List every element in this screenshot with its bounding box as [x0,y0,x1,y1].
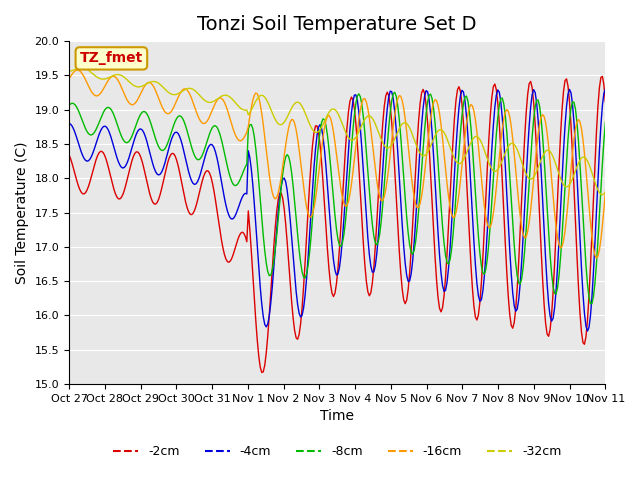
Line: -4cm: -4cm [69,89,605,331]
-2cm [65,152,73,157]
-8cm [391,89,399,95]
-2cm [301,260,309,265]
Line: -8cm: -8cm [69,92,605,304]
-32cm [244,112,252,118]
Line: -16cm: -16cm [69,70,605,258]
-32cm [598,192,606,198]
Text: TZ_fmet: TZ_fmet [80,51,143,65]
-2cm [131,151,139,156]
-2cm [602,99,609,105]
X-axis label: Time: Time [320,409,354,423]
-4cm [584,328,591,334]
-4cm [65,120,73,126]
Title: Tonzi Soil Temperature Set D: Tonzi Soil Temperature Set D [198,15,477,34]
-4cm [300,305,307,311]
-16cm [573,119,581,125]
-16cm [244,124,252,130]
-8cm [131,126,139,132]
-32cm [301,110,309,116]
-8cm [602,120,609,125]
-8cm [300,274,307,280]
-4cm [252,222,260,228]
-16cm [593,255,600,261]
-32cm [227,95,234,100]
-16cm [253,91,261,96]
Line: -2cm: -2cm [69,76,605,372]
-2cm [573,253,581,259]
-8cm [252,145,260,151]
-2cm [598,73,606,79]
Y-axis label: Soil Temperature (C): Soil Temperature (C) [15,141,29,284]
-16cm [227,117,234,123]
Legend: -2cm, -4cm, -8cm, -16cm, -32cm: -2cm, -4cm, -8cm, -16cm, -32cm [108,441,566,464]
-32cm [602,189,609,195]
-32cm [77,65,85,71]
-2cm [243,239,251,245]
-4cm [243,191,251,197]
-2cm [225,259,233,265]
-16cm [74,67,82,73]
-8cm [243,161,251,167]
-32cm [132,84,140,89]
-32cm [65,69,73,74]
-16cm [602,189,609,195]
-4cm [572,144,579,150]
Line: -32cm: -32cm [69,68,605,195]
-32cm [573,164,581,169]
-8cm [65,103,73,108]
-16cm [132,99,140,105]
-32cm [253,96,261,102]
-8cm [573,120,581,126]
-4cm [131,135,139,141]
-16cm [65,76,73,82]
-16cm [301,195,309,201]
-4cm [602,86,609,92]
-8cm [587,301,595,307]
-2cm [252,317,260,323]
-2cm [258,370,266,375]
-4cm [225,213,233,218]
-8cm [225,170,233,176]
